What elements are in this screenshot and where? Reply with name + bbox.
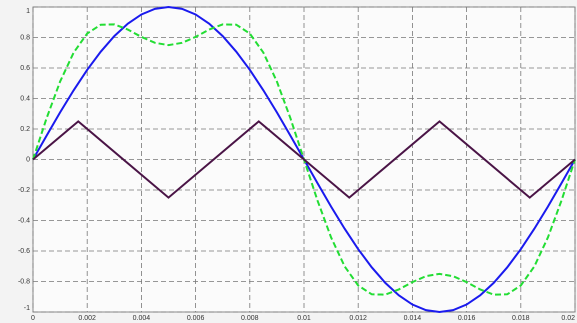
y-tick-label: -0.4 [18, 217, 30, 224]
y-tick-label: 0.4 [20, 95, 30, 102]
y-tick-label: 0 [26, 156, 30, 163]
y-tick-label: 0.8 [20, 34, 30, 41]
x-tick-label: 0.014 [404, 315, 422, 322]
x-tick-label: 0.012 [349, 315, 367, 322]
y-tick-label: 1 [26, 8, 30, 15]
y-tick-label: -0.6 [18, 248, 30, 255]
x-tick-label: 0.002 [78, 315, 96, 322]
x-tick-label: 0.01 [297, 315, 311, 322]
x-tick-label: 0.006 [187, 315, 205, 322]
x-tick-label: 0.008 [241, 315, 259, 322]
x-tick-label: 0 [31, 315, 35, 322]
y-tick-label: -0.8 [18, 278, 30, 285]
y-tick-label: -0.2 [18, 187, 30, 194]
y-tick-label: 0.2 [20, 126, 30, 133]
y-tick-label: 0.6 [20, 65, 30, 72]
y-tick-label: -1 [24, 305, 30, 312]
x-tick-label: 0.016 [458, 315, 476, 322]
x-tick-label: 0.004 [133, 315, 151, 322]
chart: -1 -0.8 -0.6 -0.4 -0.2 0 0.2 0.4 0.6 0.8 1 0 0.002 0.… [0, 0, 577, 323]
x-tick-label: 0.018 [512, 315, 530, 322]
x-tick-label: 0.02 [561, 315, 575, 322]
